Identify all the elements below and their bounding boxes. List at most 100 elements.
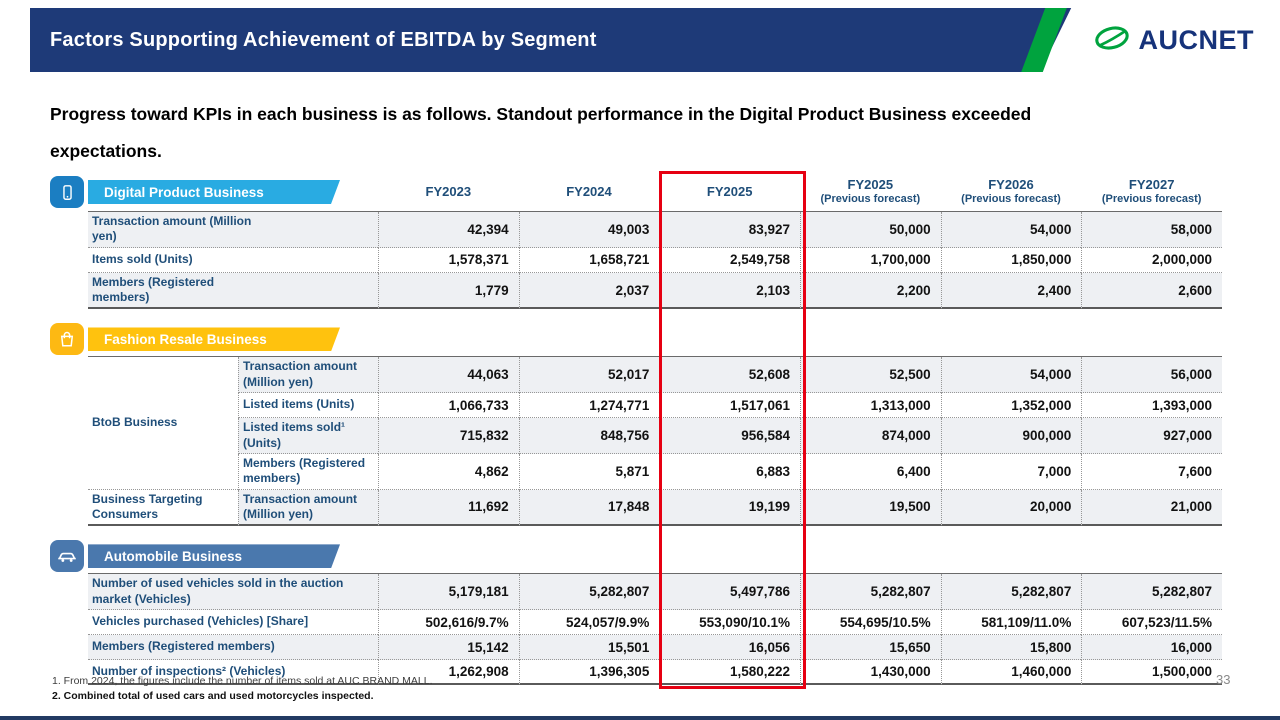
- value-cell: 19,500: [800, 489, 941, 527]
- value-cell: 956,584: [659, 418, 800, 454]
- value-cell: 2,549,758: [659, 247, 800, 273]
- row-label: Number of inspections² (Vehicles): [88, 660, 378, 686]
- row-label: Items sold (Units): [88, 248, 378, 273]
- automobile-table: Number of used vehicles sold in the auct…: [88, 573, 1222, 686]
- value-cell: 715,832: [378, 418, 519, 454]
- value-cell: 1,262,908: [378, 660, 519, 686]
- bottom-edge-strip: [0, 716, 1280, 720]
- value-cell: 1,352,000: [940, 393, 1082, 419]
- row-label: Members (Registered members): [238, 453, 378, 490]
- table-header-row: Digital Product Business FY2023 FY2024 F…: [50, 176, 1222, 208]
- value-cell: 502,616/9.7%: [378, 610, 519, 636]
- value-cell: 52,017: [518, 357, 660, 394]
- lead-line-1: Progress toward KPIs in each business is…: [50, 104, 1032, 124]
- section-title-digital: Digital Product Business: [88, 180, 340, 204]
- value-cell: 1,850,000: [940, 247, 1082, 273]
- value-cell: 16,000: [1081, 635, 1222, 661]
- value-cell: 5,179,181: [378, 574, 519, 611]
- value-cell: 52,608: [659, 357, 800, 394]
- footnote-2: 2. Combined total of used cars and used …: [52, 690, 374, 702]
- title-bar: Factors Supporting Achievement of EBITDA…: [30, 8, 1280, 72]
- value-cell: 1,658,721: [518, 247, 660, 273]
- section-header-fashion: Fashion Resale Business: [50, 323, 1222, 356]
- value-cell: 2,037: [518, 272, 660, 310]
- value-cell: 554,695/10.5%: [800, 610, 941, 636]
- value-cell: 56,000: [1081, 357, 1222, 394]
- value-cell: 581,109/11.0%: [940, 610, 1082, 636]
- section-header-automobile: Automobile Business: [50, 540, 1222, 573]
- value-cell: 16,056: [659, 635, 800, 661]
- value-cell: 7,600: [1081, 453, 1222, 490]
- value-cell: 5,497,786: [659, 574, 800, 611]
- value-cell: 7,000: [940, 453, 1082, 490]
- value-cell: 2,200: [800, 272, 941, 310]
- row-label: Listed items (Units): [238, 393, 378, 419]
- footnotes: 1. From 2024, the figures include the nu…: [52, 674, 433, 704]
- group-label: Business Targeting Consumers: [88, 490, 238, 527]
- value-cell: 524,057/9.9%: [518, 610, 660, 636]
- value-cell: 6,883: [659, 453, 800, 490]
- digital-product-table: Transaction amount (Million yen) 42,394 …: [88, 211, 1222, 310]
- value-cell: 52,500: [800, 357, 941, 394]
- value-cell: 1,066,733: [378, 393, 519, 419]
- value-cell: 49,003: [518, 212, 660, 248]
- value-cell: 1,700,000: [800, 247, 941, 273]
- shopping-bag-icon: [50, 323, 84, 356]
- value-cell: 15,800: [940, 635, 1082, 661]
- kpi-table: Digital Product Business FY2023 FY2024 F…: [50, 171, 1222, 690]
- row-label: Members (Registered members): [88, 635, 378, 661]
- section-header-digital: Digital Product Business: [50, 176, 378, 208]
- row-label: Members (Registered members): [88, 272, 378, 310]
- value-cell: 15,501: [518, 635, 660, 661]
- value-cell: 21,000: [1081, 489, 1222, 527]
- value-cell: 1,500,000: [1081, 660, 1222, 686]
- value-cell: 83,927: [659, 212, 800, 248]
- value-cell: 15,650: [800, 635, 941, 661]
- section-title-automobile: Automobile Business: [88, 544, 340, 568]
- smartphone-icon: [50, 176, 84, 208]
- row-label: Vehicles purchased (Vehicles) [Share]: [88, 610, 378, 636]
- value-cell: 2,600: [1081, 272, 1222, 310]
- value-cell: 874,000: [800, 418, 941, 454]
- value-cell: 5,282,807: [800, 574, 941, 611]
- value-cell: 1,396,305: [518, 660, 660, 686]
- value-cell: 2,000,000: [1081, 247, 1222, 273]
- column-header: FY2025 (Previous forecast): [820, 177, 921, 206]
- value-cell: 6,400: [800, 453, 941, 490]
- value-cell: 11,692: [378, 489, 519, 527]
- value-cell: 1,779: [378, 272, 519, 310]
- value-cell: 44,063: [378, 357, 519, 394]
- aucnet-logo: AUCNET: [1092, 8, 1255, 72]
- value-cell: 19,199: [659, 489, 800, 527]
- value-cell: 5,282,807: [940, 574, 1082, 611]
- value-cell: 20,000: [940, 489, 1082, 527]
- aucnet-logo-text: AUCNET: [1138, 24, 1254, 55]
- aucnet-oval-icon: [1092, 23, 1132, 58]
- value-cell: 15,142: [378, 635, 519, 661]
- row-label: Listed items sold¹ (Units): [238, 418, 378, 454]
- header-white-corner: [1040, 8, 1280, 72]
- lead-line-2: expectations.: [50, 141, 162, 161]
- value-cell: 54,000: [940, 357, 1082, 394]
- row-label: Transaction amount (Million yen): [238, 357, 378, 394]
- value-cell: 54,000: [940, 212, 1082, 248]
- value-cell: 4,862: [378, 453, 519, 490]
- column-header: FY2027 (Previous forecast): [1101, 177, 1202, 206]
- section-title-fashion: Fashion Resale Business: [88, 327, 340, 351]
- value-cell: 1,393,000: [1081, 393, 1222, 419]
- value-cell: 848,756: [518, 418, 660, 454]
- column-header: FY2026 (Previous forecast): [961, 177, 1061, 206]
- value-cell: 1,274,771: [518, 393, 660, 419]
- value-cell: 1,430,000: [800, 660, 941, 686]
- page-number: 33: [1216, 672, 1231, 687]
- fashion-resale-table: BtoB Business Transaction amount (Millio…: [88, 356, 1222, 527]
- row-label: Transaction amount (Million yen): [88, 212, 378, 248]
- row-label: Number of used vehicles sold in the auct…: [88, 574, 378, 611]
- lead-paragraph: Progress toward KPIs in each business is…: [50, 96, 1245, 170]
- value-cell: 607,523/11.5%: [1081, 610, 1222, 636]
- value-cell: 1,460,000: [940, 660, 1082, 686]
- value-cell: 927,000: [1081, 418, 1222, 454]
- row-label: Transaction amount (Million yen): [238, 489, 378, 527]
- value-cell: 5,282,807: [1081, 574, 1222, 611]
- value-cell: 1,580,222: [659, 660, 800, 686]
